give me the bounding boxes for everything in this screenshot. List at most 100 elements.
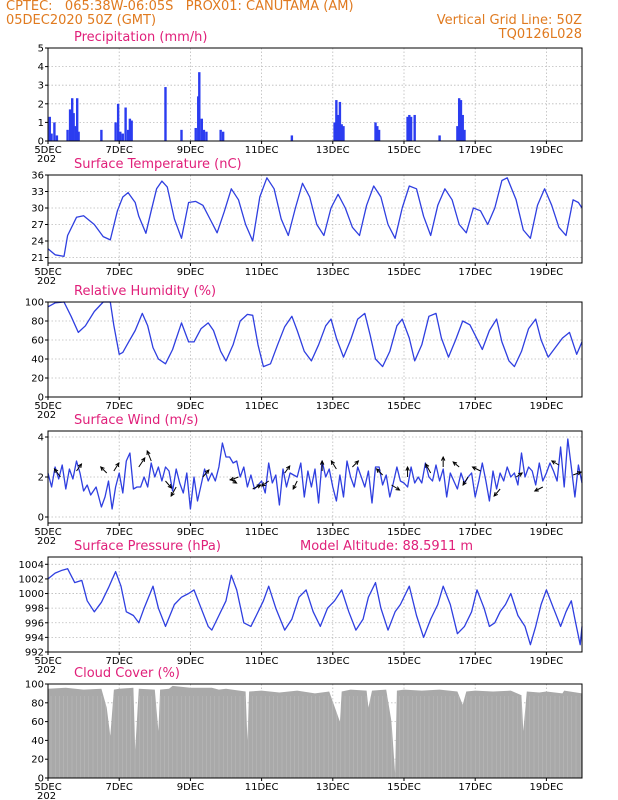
header-line2: 05DEC2020 50Z (GMT) [6,13,157,28]
wind-arrow-head [319,459,325,465]
tick-label-x: 15DEC [387,145,421,156]
temp-series-line [47,177,583,258]
precip-bar [130,120,133,141]
precip-bar [71,98,74,141]
wind-arrow [425,463,432,474]
tick-label-y: 0 [38,774,44,785]
tick-label-y: 24 [31,237,44,248]
tick-label-y: 27 [31,220,44,231]
tick-label-x: 17DEC [458,267,492,278]
tick-label-x: 5DEC [34,401,61,412]
precip-bar [180,129,183,141]
year-stub: 202 [37,276,56,287]
precip-bar [68,109,72,141]
precip-bar [408,114,411,141]
precip-bar [463,129,466,141]
tick-label-x: 5DEC [34,267,61,278]
wind-arrow [572,471,582,476]
wind-arrow [452,461,460,468]
tick-label-x: 15DEC [387,656,421,667]
wind-panel: 0 2 4 5DEC 7DEC 9DEC 11DEC 13DEC 15DEC 17DEC 19DEC… [34,413,583,547]
wind-arrow-head [550,460,556,465]
tick-label-y: 33 [31,187,44,198]
precip-bar [333,122,336,141]
wind-arrow-head [146,449,151,456]
wind-arrow-head [462,480,467,486]
tick-label-x: 9DEC [177,656,204,667]
rh-panel: 0 20 40 60 80 100 5DEC 7DEC 9DEC 11DEC 13DEC 15DEC 1… [25,284,583,421]
wind-arrow [330,460,337,470]
precip-bar [438,135,441,141]
tick-label-x: 17DEC [458,145,492,156]
tick-label-x: 9DEC [177,145,204,156]
precip-bar [457,98,461,141]
precip-bar [413,114,416,141]
wind-arrow [292,480,298,490]
tick-label-x: 5DEC [34,656,61,667]
wind-arrow [284,465,291,474]
tick-label-x: 19DEC [530,267,564,278]
precip-bar [55,135,59,141]
tick-label-x: 5DEC [34,527,61,538]
wind-arrow-head [425,462,430,469]
wind-arrow-head [493,492,498,497]
tick-label-x: 5DEC [34,782,61,793]
pressure-frame [47,556,583,653]
tick-label-x: 7DEC [106,401,133,412]
tick-label-x: 11DEC [245,527,279,538]
tick-label-y: 0 [38,393,44,404]
wind-title: Surface Wind (m/s) [74,413,198,428]
tick-label-x: 13DEC [316,267,350,278]
tick-label-y: 30 [31,204,44,215]
tick-label-y: 21 [31,253,44,264]
wind-arrow-head [115,462,120,468]
tick-label-y: 3 [38,81,44,92]
wind-arrow-head [471,466,477,471]
tick-label-x: 19DEC [530,527,564,538]
precip-bar [116,103,120,141]
tick-label-x: 13DEC [316,401,350,412]
precip-bar [461,114,464,141]
tick-label-y: 992 [25,648,44,659]
wind-arrow [165,480,172,489]
tick-label-x: 19DEC [530,145,564,156]
tick-label-x: 13DEC [316,782,350,793]
tick-label-x: 13DEC [316,145,350,156]
wind-arrow [252,484,261,490]
tick-label-x: 7DEC [106,527,133,538]
wind-arrow-head [53,468,59,474]
precip-bar [50,133,53,141]
precip-bar [406,116,409,141]
precip-bar [290,135,294,141]
wind-arrow [138,457,146,468]
precip-bar [340,124,343,141]
tick-label-x: 19DEC [530,656,564,667]
precip-bar [377,129,381,141]
wind-arrow [515,472,523,478]
tick-label-x: 9DEC [177,782,204,793]
precip-bar [198,72,201,141]
wind-arrow [113,462,120,472]
tick-label-x: 13DEC [316,527,350,538]
wind-arrow [100,466,108,474]
tick-label-y: 20 [31,755,44,766]
model-altitude-label: Model Altitude: 88.5911 m [300,539,473,554]
tick-label-x: 15DEC [387,782,421,793]
tick-label-x: 19DEC [530,401,564,412]
wind-arrow [352,460,359,468]
precip-title: Precipitation (mm/h) [74,30,207,45]
year-stub: 202 [37,536,56,547]
wind-arrow-head [375,468,381,473]
precip-bar [221,131,225,141]
tick-label-y: 60 [31,336,44,347]
tick-label-x: 7DEC [106,656,133,667]
year-stub: 202 [37,154,56,165]
tick-label-y: 0 [38,513,44,524]
wind-arrow-head [405,465,410,471]
tick-label-x: 7DEC [106,267,133,278]
wind-arrow [202,469,210,478]
precip-bar [48,116,51,141]
wind-arrow-head [260,482,266,487]
precip-bar [75,98,79,141]
tick-label-y: 1002 [19,574,44,585]
